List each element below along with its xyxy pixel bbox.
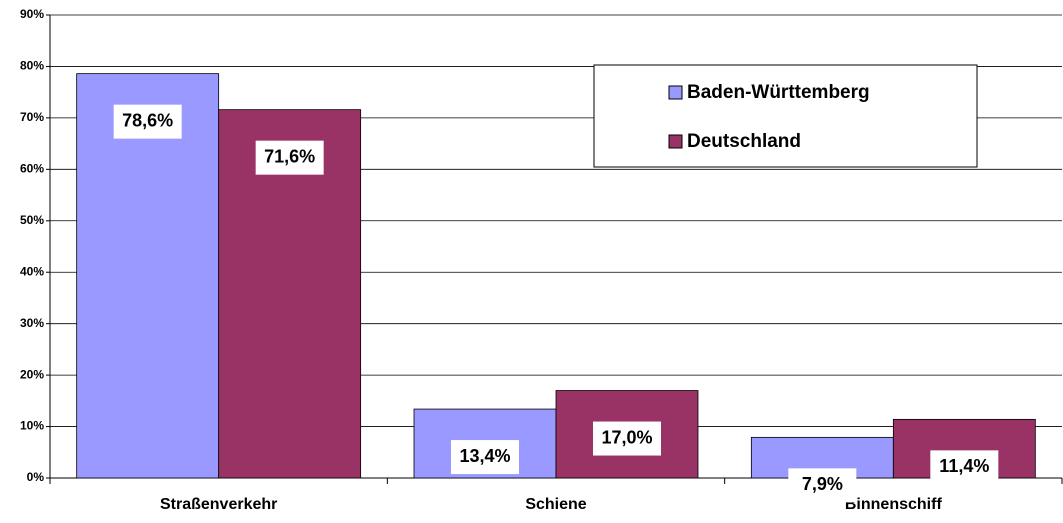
value-label: 7,9% <box>802 474 843 494</box>
value-label-box <box>788 468 857 503</box>
legend-swatch <box>668 85 683 100</box>
x-tick-label: Straßenverkehr <box>160 496 277 513</box>
value-label-box <box>255 140 324 175</box>
value-label: 13,4% <box>459 446 510 466</box>
y-tick-label: 60% <box>20 162 44 176</box>
legend-swatch <box>668 134 683 149</box>
legend-label: Baden-Württemberg <box>687 82 870 103</box>
value-label-box <box>451 440 519 475</box>
value-label-box <box>113 104 182 139</box>
x-tick-label: Binnenschiff <box>845 496 943 513</box>
y-tick-label: 50% <box>20 213 44 227</box>
value-label-box <box>930 450 999 485</box>
y-tick-label: 70% <box>20 110 44 124</box>
legend-box <box>593 64 978 168</box>
y-tick-label: 0% <box>27 470 45 484</box>
bar <box>76 73 220 479</box>
value-label: 17,0% <box>601 427 652 447</box>
x-tick-label: Schiene <box>525 496 586 513</box>
value-label: 78,6% <box>122 110 173 130</box>
y-tick-label: 80% <box>20 59 44 73</box>
y-tick-label: 40% <box>20 264 44 278</box>
y-tick-label: 30% <box>20 316 44 330</box>
value-label: 71,6% <box>264 146 315 166</box>
legend-label: Deutschland <box>687 131 801 152</box>
y-tick-label: 20% <box>20 367 44 381</box>
y-tick-label: 10% <box>20 419 44 433</box>
value-label-box <box>593 421 661 456</box>
y-tick-label: 90% <box>20 7 44 21</box>
value-label: 11,4% <box>939 456 989 476</box>
